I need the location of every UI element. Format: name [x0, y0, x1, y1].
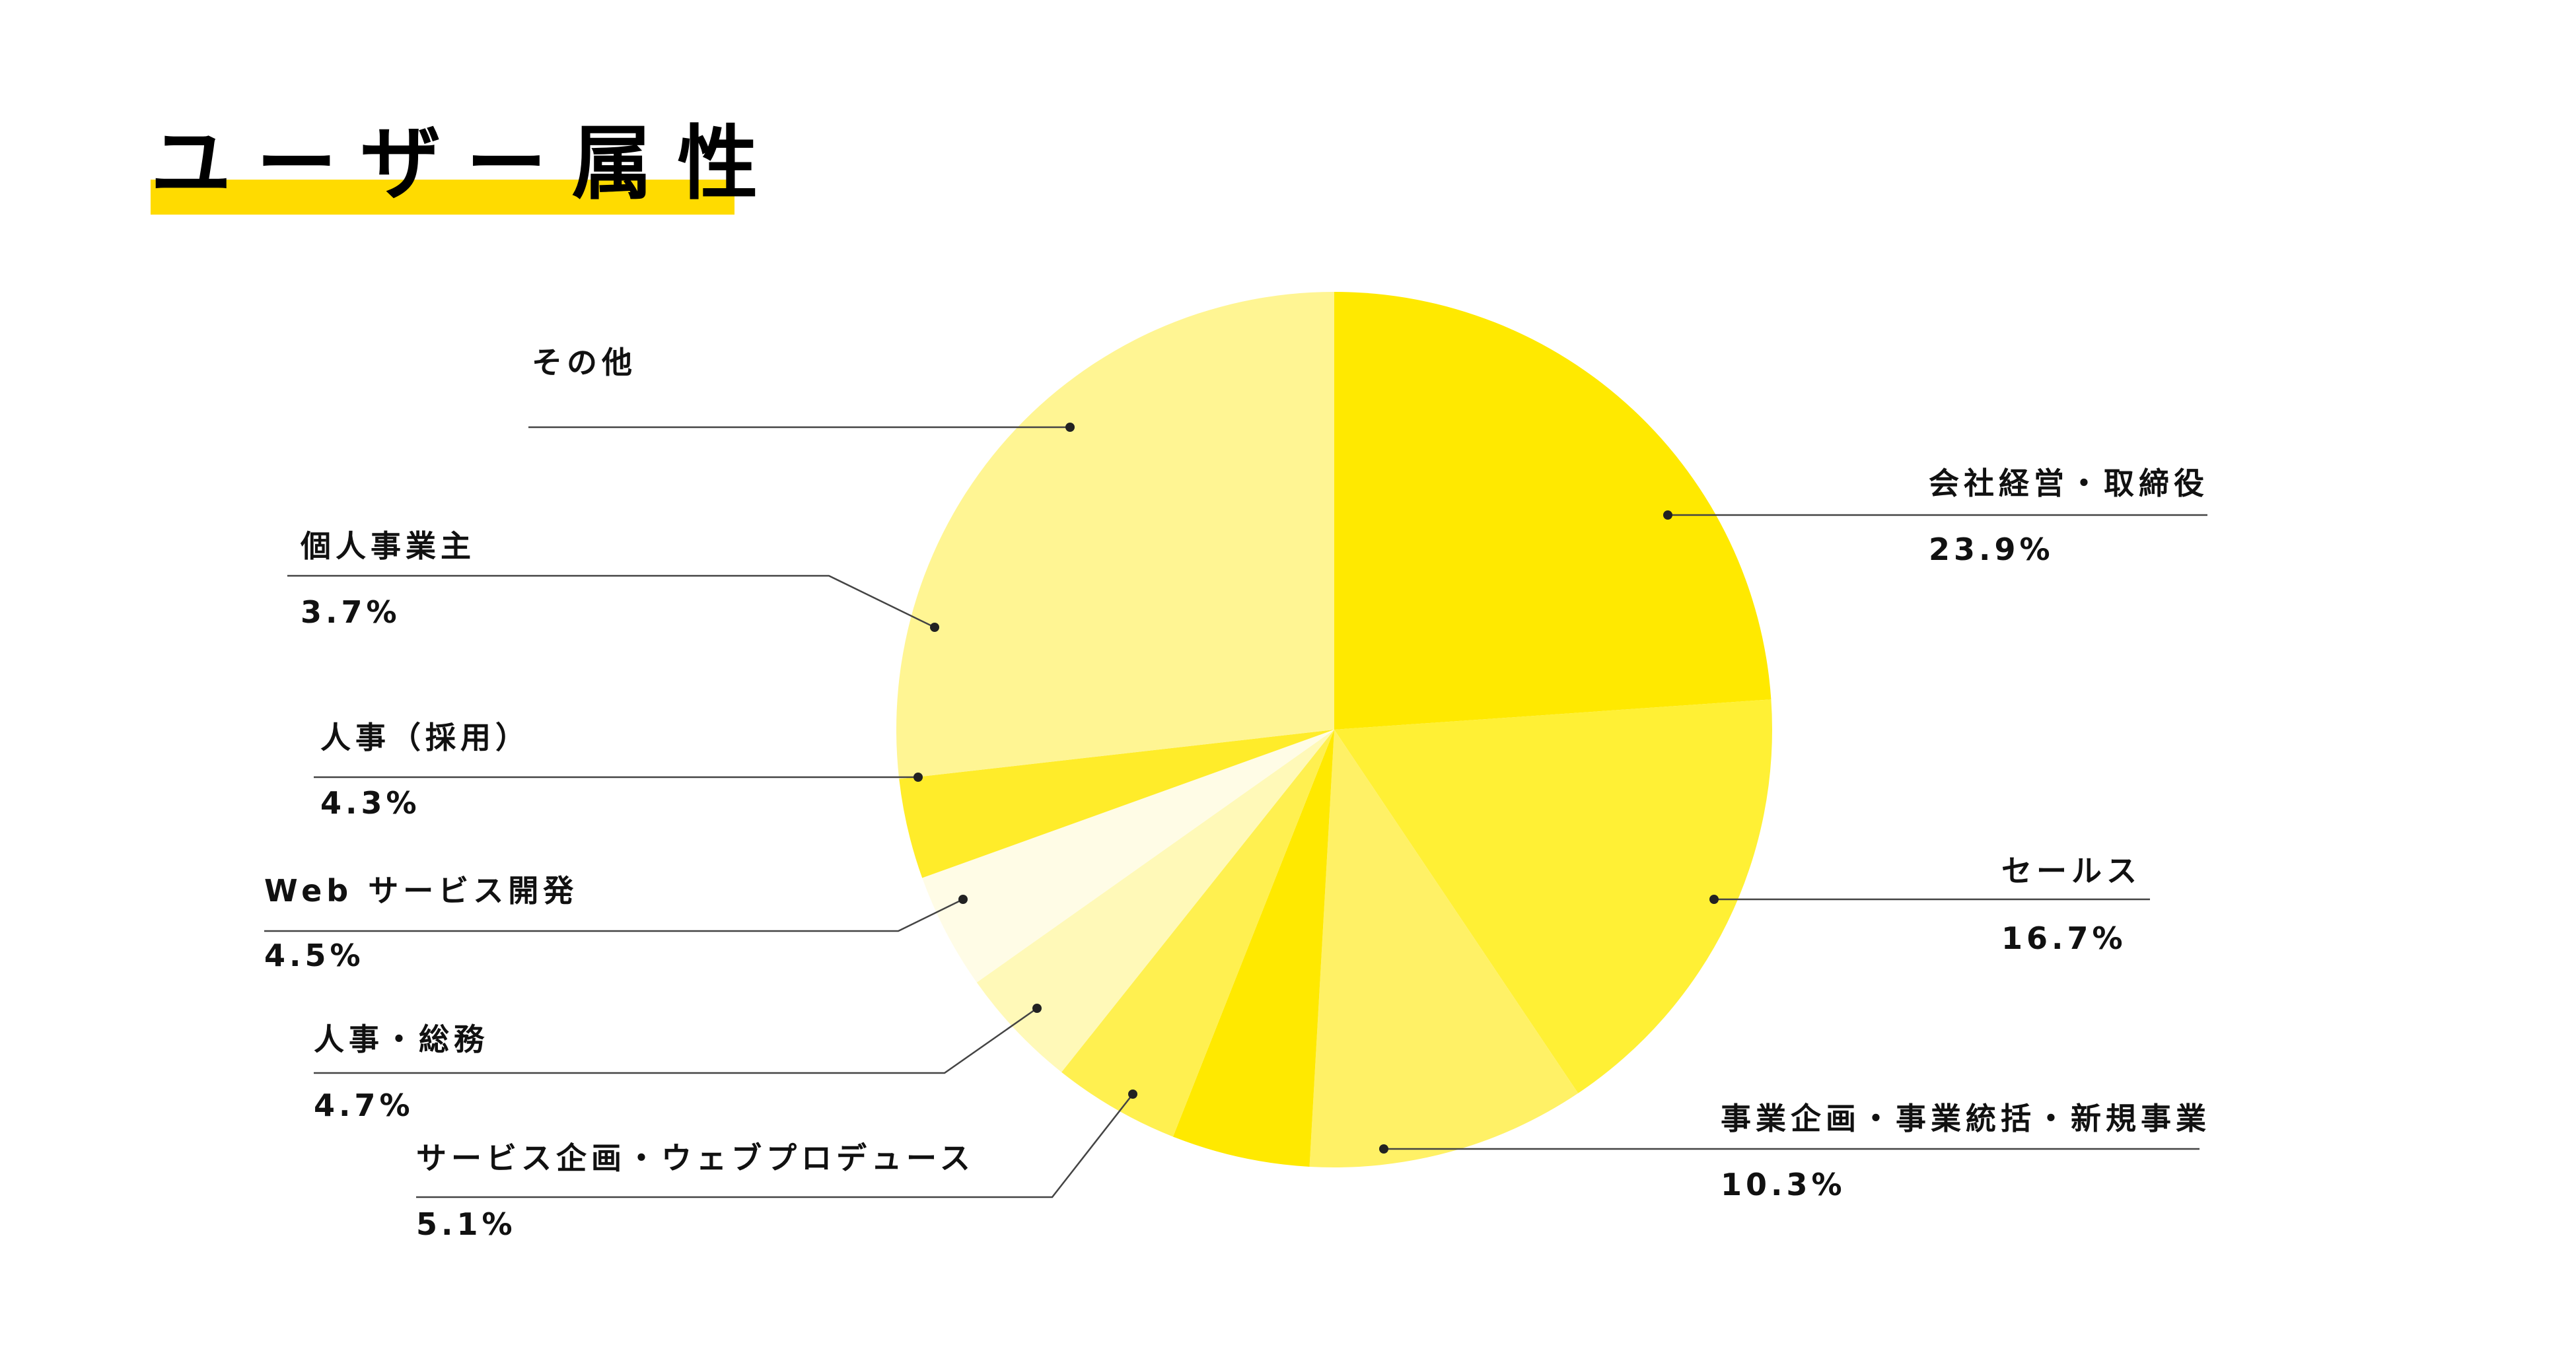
- leader-dot-8: [1065, 423, 1075, 432]
- pie-slice-5: [976, 730, 1334, 1072]
- leader-dot-2: [1379, 1144, 1388, 1154]
- pie-slice-1: [1334, 699, 1772, 1093]
- slice-value-7: 3.7%: [301, 594, 401, 630]
- slice-label-4: 人事・総務: [314, 1021, 489, 1057]
- title-underline: [151, 180, 734, 215]
- slice-label-8: その他: [532, 345, 637, 380]
- leader-dot-0: [1663, 510, 1672, 520]
- slice-value-6: 4.3%: [320, 785, 421, 821]
- slice-label-5: Web サービス開発: [264, 873, 578, 909]
- leader-dot-1: [1709, 895, 1719, 904]
- leader-dot-5: [958, 895, 968, 904]
- pie-slice-4: [1061, 730, 1334, 1137]
- slice-label-1: セールス: [2001, 853, 2141, 889]
- pie-slice-3: [1172, 730, 1334, 1167]
- slice-value-2: 10.3%: [1721, 1167, 1846, 1202]
- pie-slice-2: [1309, 730, 1579, 1167]
- slice-label-0: 会社経営・取締役: [1929, 466, 2209, 501]
- pie: [896, 292, 1772, 1167]
- leader-line-3: [416, 1093, 1133, 1198]
- leader-line-4: [314, 1007, 1038, 1074]
- leader-dot-3: [1128, 1090, 1137, 1099]
- leader-dot-6: [913, 773, 923, 782]
- pie-slice-8: [896, 292, 1334, 779]
- slice-value-1: 16.7%: [2001, 920, 2127, 956]
- slice-label-7: 個人事業主: [300, 528, 476, 564]
- slice-value-4: 4.7%: [314, 1088, 414, 1123]
- leader-line-7: [287, 574, 935, 629]
- slice-label-3: サービス企画・ウェブプロデュース: [416, 1140, 975, 1176]
- slice-label-6: 人事（採用）: [320, 720, 530, 755]
- pie-slice-0: [1334, 292, 1771, 730]
- leader-line-5: [264, 898, 964, 932]
- pie-slice-7: [899, 730, 1334, 878]
- slice-label-2: 事業企画・事業統括・新規事業: [1721, 1101, 2211, 1136]
- page-title: ユーザー属性: [151, 117, 783, 211]
- pie-slice-6: [922, 730, 1334, 983]
- leader-dot-4: [1032, 1004, 1042, 1013]
- leader-dot-7: [930, 623, 939, 632]
- slice-value-5: 4.5%: [264, 938, 365, 973]
- slice-value-0: 23.9%: [1929, 532, 2054, 567]
- slice-value-3: 5.1%: [416, 1206, 517, 1242]
